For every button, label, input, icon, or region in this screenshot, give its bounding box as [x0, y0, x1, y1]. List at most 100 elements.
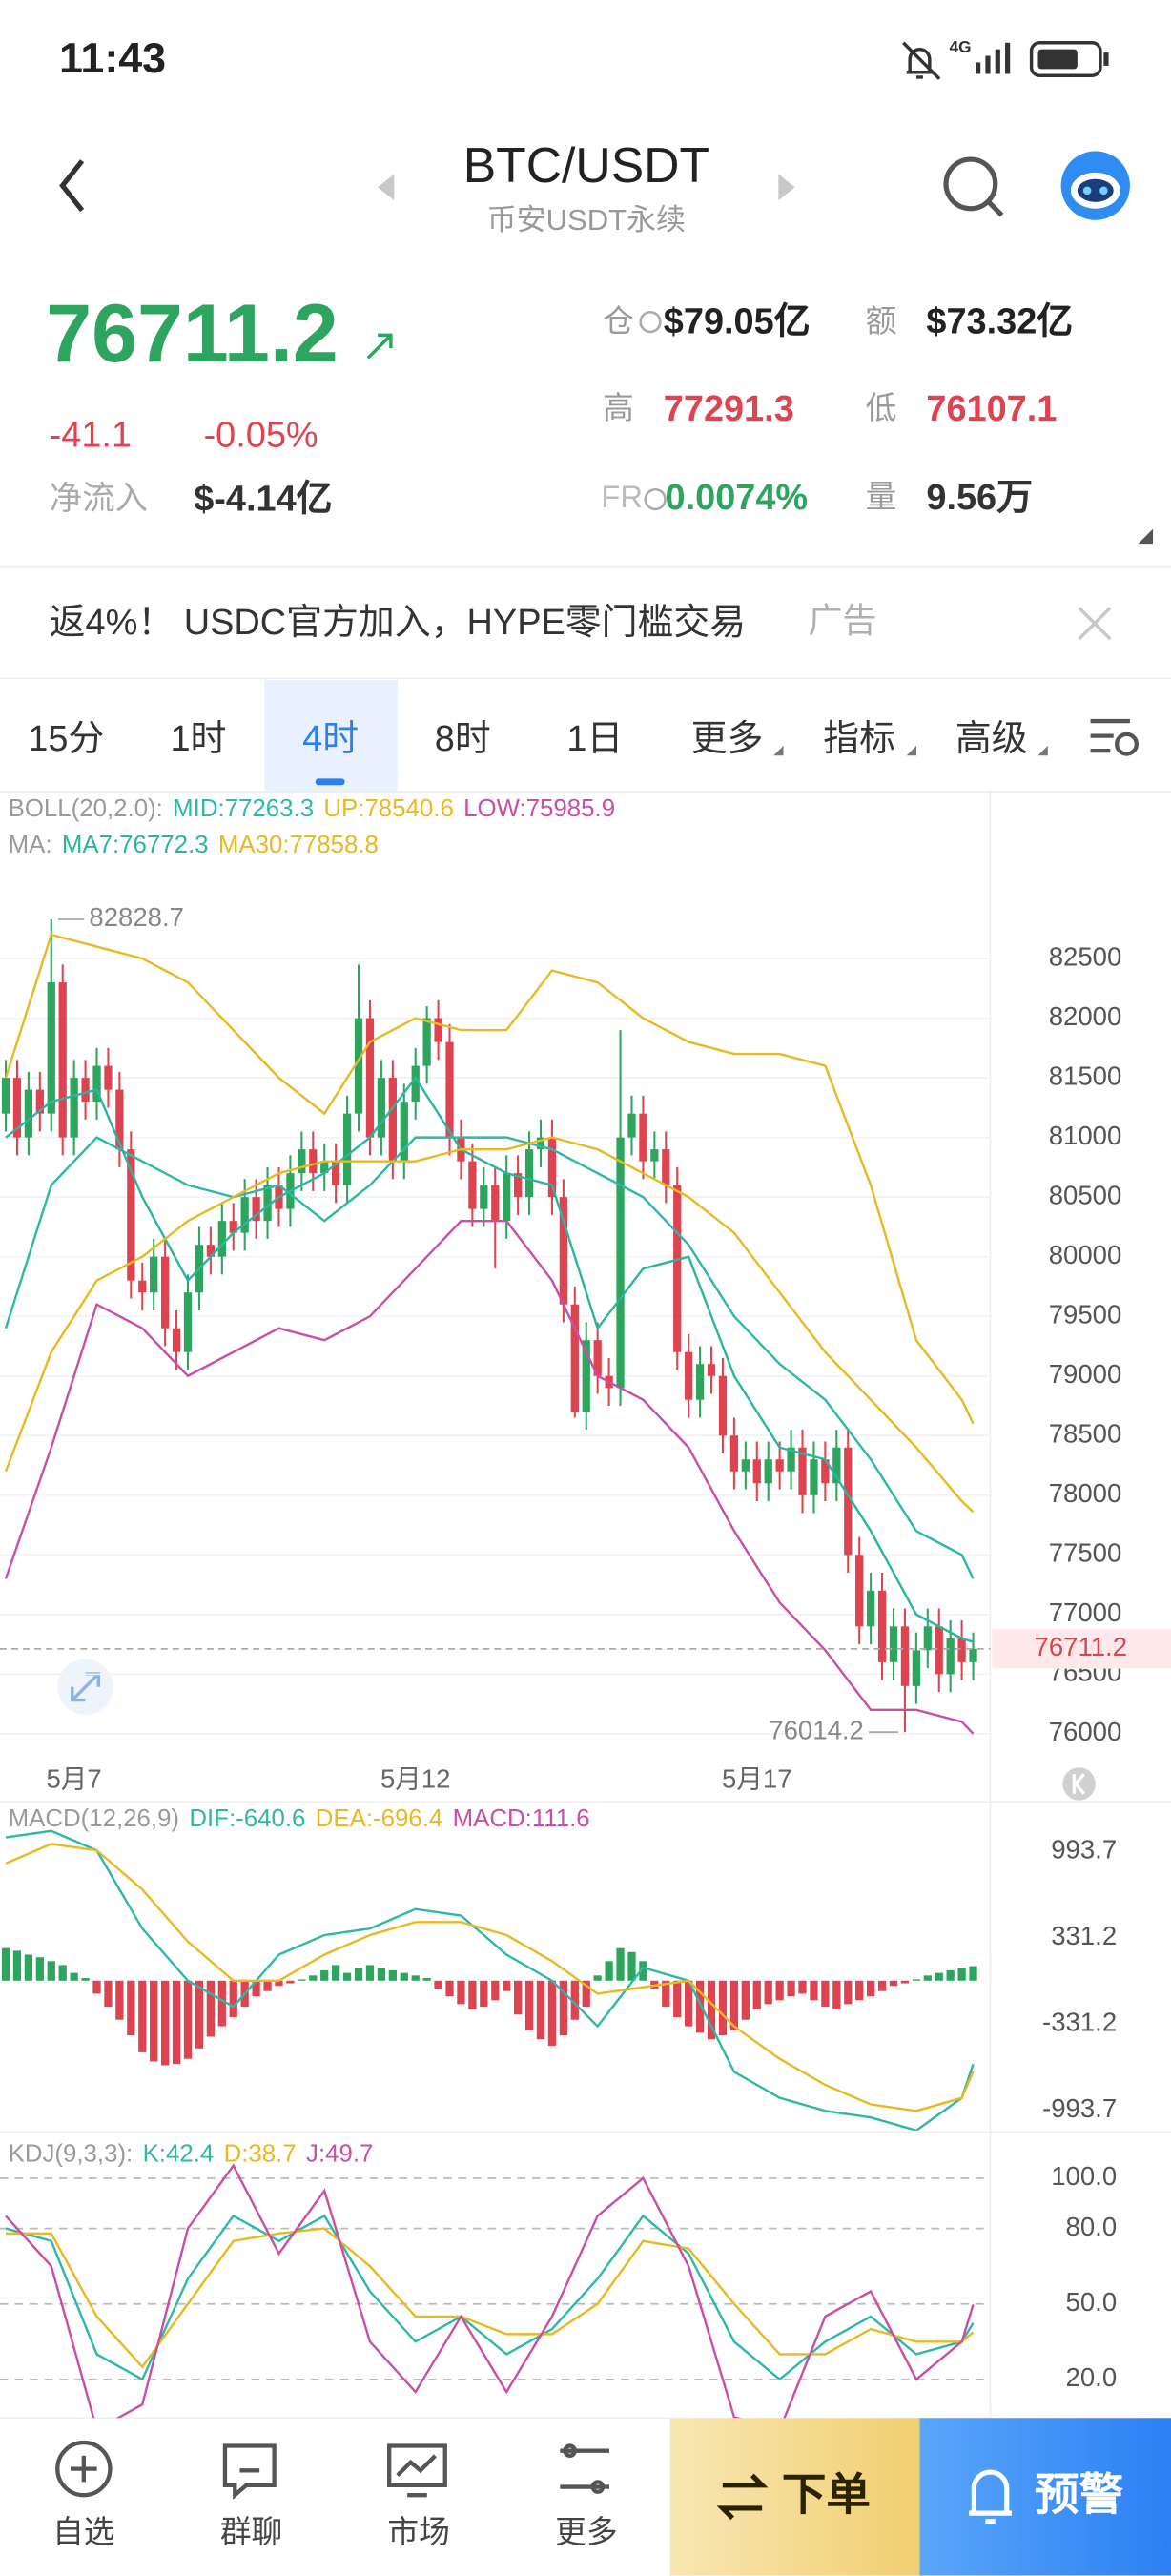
- alert-label[interactable]: 预警: [1035, 2470, 1124, 2521]
- macd-bar: [775, 1980, 784, 2001]
- tab[interactable]: 15分: [28, 717, 105, 759]
- indicator-line: [4, 1136, 975, 1579]
- stat-value: 0.0074%: [665, 476, 809, 518]
- status-icons: [902, 41, 1109, 80]
- net-inflow: $-4.14亿: [194, 478, 333, 520]
- y-tick-label: -993.7: [1042, 2093, 1117, 2123]
- candle-body: [536, 1137, 545, 1150]
- y-tick-label: 82500: [1049, 941, 1122, 971]
- last-price-label: 76711.2: [1035, 1632, 1128, 1661]
- candle-body: [354, 1018, 363, 1114]
- legend-item: MA:: [9, 832, 52, 858]
- last-price-tag: [992, 1629, 1171, 1669]
- macd-bar: [900, 1980, 910, 1984]
- macd-bar: [729, 1980, 739, 2030]
- macd-bar: [252, 1980, 260, 1997]
- legend-item: MACD(12,26,9): [9, 1805, 179, 1832]
- expand-ticker[interactable]: [1138, 528, 1154, 545]
- candle-body: [969, 1648, 977, 1662]
- candle-body: [445, 1041, 454, 1138]
- order-label[interactable]: 下单: [781, 2470, 871, 2521]
- prev-symbol[interactable]: [378, 174, 395, 201]
- macd-bar: [422, 1978, 431, 1981]
- candle-body: [309, 1149, 318, 1174]
- y-tick-label: 81000: [1049, 1121, 1122, 1150]
- expand-chart[interactable]: [57, 1659, 113, 1716]
- candle-body: [513, 1173, 523, 1198]
- candle-body: [468, 1161, 477, 1209]
- nav-label[interactable]: 群聊: [219, 2516, 283, 2551]
- legend-item: MID:77263.3: [173, 795, 314, 822]
- last-price: 76711.2: [46, 287, 339, 380]
- nav-label[interactable]: 市场: [387, 2516, 450, 2551]
- y-tick-label: 80000: [1049, 1240, 1122, 1269]
- candle-body: [400, 1102, 408, 1162]
- macd-bar: [718, 1980, 728, 2036]
- macd-bar: [160, 1980, 170, 2066]
- stat-label: 低: [865, 392, 897, 427]
- kline-toggle[interactable]: [1062, 1767, 1096, 1801]
- y-tick-label: 79500: [1049, 1299, 1122, 1329]
- ad-text[interactable]: 返4%！ USDC官方加入，HYPE零门槛交易: [49, 601, 747, 643]
- avatar[interactable]: [1060, 151, 1130, 220]
- macd-bar: [855, 1980, 864, 2001]
- ad-close[interactable]: [1078, 607, 1112, 641]
- macd-bar: [639, 1961, 647, 1981]
- legend-item: BOLL(20,2.0):: [9, 795, 163, 822]
- help-icons[interactable]: [639, 310, 667, 511]
- nav-label[interactable]: 更多: [555, 2516, 618, 2551]
- next-symbol[interactable]: [778, 174, 795, 201]
- candle-body: [912, 1650, 921, 1686]
- tab[interactable]: 更多: [661, 680, 793, 792]
- order-button[interactable]: [669, 2418, 920, 2576]
- macd-bar: [332, 1965, 340, 1981]
- back-button[interactable]: [59, 159, 85, 213]
- chart-settings[interactable]: [1090, 718, 1139, 756]
- search-button[interactable]: [943, 156, 1004, 217]
- tab[interactable]: 1时: [170, 717, 227, 759]
- legend-item: KDJ(9,3,3):: [9, 2140, 134, 2167]
- tab[interactable]: 高级: [926, 680, 1058, 792]
- candle-body: [217, 1221, 226, 1257]
- macd-bar: [172, 1980, 181, 2065]
- y-tick-label: 76000: [1049, 1717, 1122, 1746]
- macd-bar: [605, 1961, 613, 1981]
- y-tick-label: -331.2: [1042, 2007, 1117, 2036]
- candle-body: [81, 1078, 90, 1103]
- tab[interactable]: 4时: [264, 680, 397, 793]
- stat-value: 9.56万: [926, 476, 1034, 518]
- macd-bar: [570, 1980, 579, 2020]
- nav-label[interactable]: 自选: [52, 2516, 115, 2551]
- price-change: -41.1: [49, 414, 133, 456]
- candle-body: [480, 1185, 488, 1209]
- price-arrow: [366, 334, 393, 360]
- candle-body: [35, 1089, 44, 1114]
- macd-bar: [298, 1979, 306, 1981]
- macd-bar: [35, 1957, 44, 1981]
- macd-bar: [559, 1980, 568, 2036]
- macd-bar: [138, 1980, 147, 2052]
- legend-item: LOW:75985.9: [463, 795, 615, 822]
- legend-item: DEA:-696.4: [316, 1805, 443, 1832]
- macd-bar: [342, 1972, 352, 1981]
- symbol-title[interactable]: BTC/USDT: [462, 139, 710, 195]
- symbol-subtitle: 币安USDT永续: [486, 203, 687, 237]
- candle-body: [877, 1590, 887, 1662]
- macd-bar: [889, 1980, 898, 1987]
- y-tick-label: 80500: [1049, 1180, 1122, 1209]
- macd-bar: [400, 1972, 408, 1981]
- macd-bar: [582, 1980, 590, 2008]
- nav-icons[interactable]: [55, 2440, 609, 2500]
- alert-button[interactable]: [919, 2418, 1171, 2576]
- macd-bar: [411, 1975, 420, 1981]
- nav-bar: [0, 2418, 670, 2576]
- macd-bar: [877, 1980, 887, 1991]
- tab[interactable]: 1日: [566, 717, 624, 759]
- y-tick-label: 20.0: [1066, 2362, 1118, 2392]
- tab[interactable]: 指标: [793, 680, 926, 792]
- macd-bar: [206, 1980, 216, 2037]
- tab[interactable]: 8时: [434, 717, 491, 759]
- candle-body: [787, 1447, 795, 1472]
- y-tick-label: 81500: [1049, 1061, 1122, 1090]
